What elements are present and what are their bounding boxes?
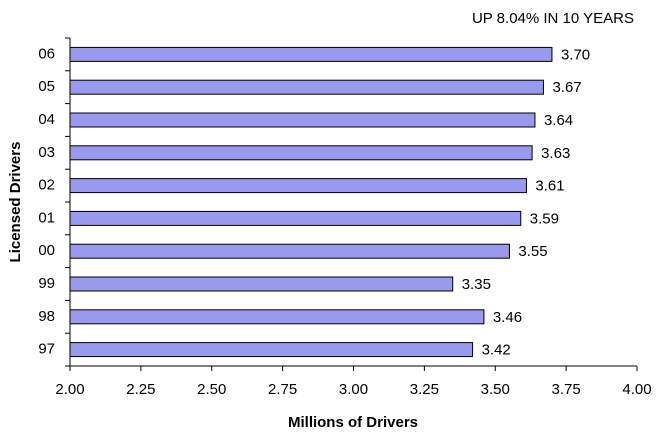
y-tick-label: 00 xyxy=(38,242,55,259)
x-axis-label: Millions of Drivers xyxy=(288,414,418,431)
y-tick-label: 99 xyxy=(38,275,55,292)
value-label: 3.61 xyxy=(535,178,564,195)
value-label: 3.70 xyxy=(561,46,590,63)
x-tick-label: 3.25 xyxy=(410,381,439,398)
bar xyxy=(69,276,454,292)
x-tick-label: 3.75 xyxy=(552,381,581,398)
bar xyxy=(69,79,544,95)
y-tick-label: 04 xyxy=(38,111,55,128)
y-tick-label: 05 xyxy=(38,78,55,95)
y-tick-label: 01 xyxy=(38,209,55,226)
bar xyxy=(69,112,536,128)
value-label: 3.63 xyxy=(541,145,570,162)
y-axis-label: Licensed Drivers xyxy=(7,142,24,263)
bar xyxy=(69,243,510,259)
bar xyxy=(69,210,522,226)
y-tick-label: 03 xyxy=(38,144,55,161)
y-tick-label: 98 xyxy=(38,308,55,325)
x-tick-label: 3.50 xyxy=(481,381,510,398)
bar xyxy=(69,178,527,194)
bar xyxy=(69,342,474,358)
x-tick-label: 2.75 xyxy=(268,381,297,398)
value-label: 3.59 xyxy=(530,210,559,227)
y-tick-label: 02 xyxy=(38,177,55,194)
value-label: 3.55 xyxy=(518,243,547,260)
value-label: 3.35 xyxy=(462,276,491,293)
x-tick-label: 4.00 xyxy=(622,381,651,398)
x-tick-label: 3.00 xyxy=(339,381,368,398)
y-tick-label: 06 xyxy=(38,45,55,62)
value-label: 3.42 xyxy=(482,342,511,359)
bar xyxy=(69,145,533,161)
x-tick-label: 2.50 xyxy=(197,381,226,398)
bar xyxy=(69,46,553,62)
value-label: 3.46 xyxy=(493,309,522,326)
x-tick-label: 2.00 xyxy=(55,381,84,398)
y-tick-label: 97 xyxy=(38,341,55,358)
value-label: 3.64 xyxy=(544,112,573,129)
x-tick-label: 2.25 xyxy=(126,381,155,398)
chart-title: UP 8.04% IN 10 YEARS xyxy=(472,10,634,27)
bar xyxy=(69,309,485,325)
value-label: 3.67 xyxy=(552,79,581,96)
